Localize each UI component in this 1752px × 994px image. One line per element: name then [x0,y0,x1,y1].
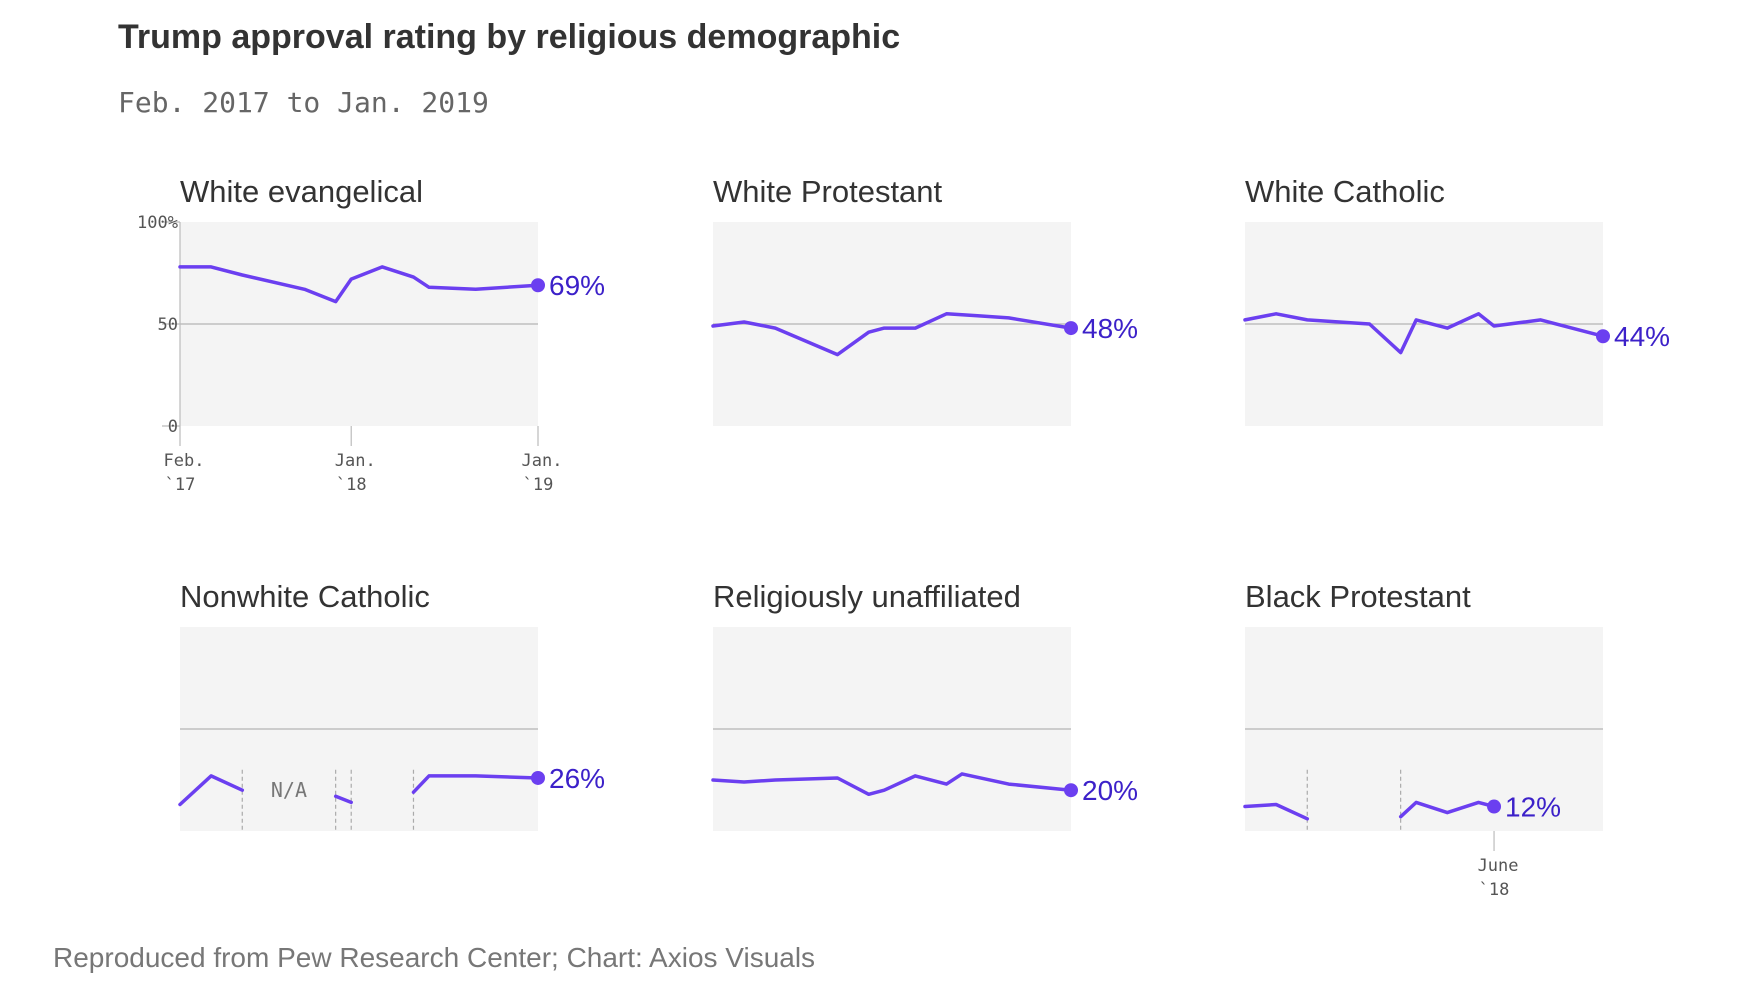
last-value-point [1487,800,1501,814]
panel-title: White evangelical [180,174,423,209]
y-tick-label: 0 [168,417,178,437]
last-value-label: 20% [1082,775,1138,806]
chart-panel: White Catholic 44% [1245,174,1670,426]
source-note: Reproduced from Pew Research Center; Cha… [53,942,815,974]
last-value-label: 44% [1614,321,1670,352]
chart-panel: Black Protestant June `18 12% [1245,579,1603,900]
y-tick-label: 50 [158,315,178,335]
panel-title: White Catholic [1245,174,1445,209]
x-tick-label: `18 [1479,880,1510,900]
x-tick-label: `19 [523,475,554,495]
chart-panel: White Protestant 48% [713,174,1138,426]
x-tick-label: Feb. [164,451,205,471]
last-value-point [531,278,545,292]
panel-title: Religiously unaffiliated [713,579,1021,614]
x-tick-label: June [1478,856,1519,876]
last-value-point [1596,329,1610,343]
x-tick-label: Jan. [335,451,376,471]
chart-panel: Religiously unaffiliated 20% [713,579,1138,831]
panel-title: Black Protestant [1245,579,1471,614]
panel-title: Nonwhite Catholic [180,579,430,614]
last-value-label: 26% [549,763,605,794]
small-multiples-chart: White evangelical100% 50 0 Feb. `17 Jan. `18 Ja… [0,0,1752,994]
na-label: N/A [271,778,307,802]
last-value-point [531,771,545,785]
last-value-label: 12% [1505,792,1561,823]
x-tick-label: Jan. [522,451,563,471]
last-value-label: 69% [549,270,605,301]
last-value-label: 48% [1082,313,1138,344]
x-tick-label: `17 [165,475,196,495]
last-value-point [1064,783,1078,797]
chart-panel: Nonwhite Catholic N/A 26% [180,579,605,831]
x-tick-label: `18 [336,475,367,495]
y-tick-label: 100% [137,213,178,233]
last-value-point [1064,321,1078,335]
panel-title: White Protestant [713,174,943,209]
